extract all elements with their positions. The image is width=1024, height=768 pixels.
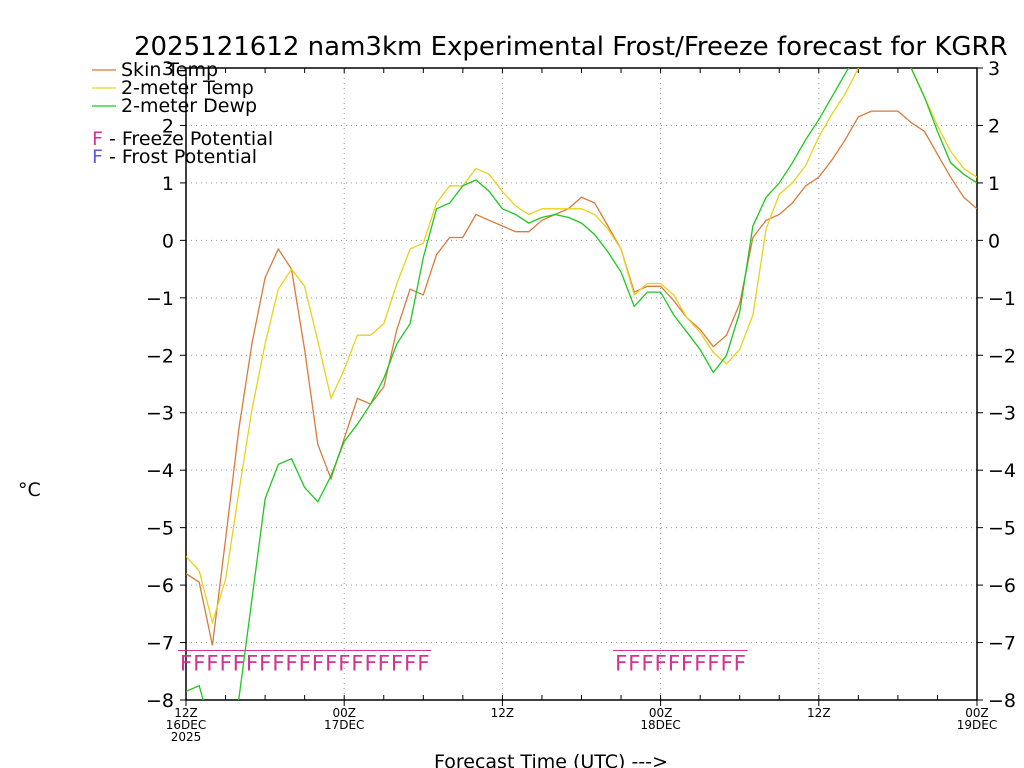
potential-letter: F: [92, 146, 103, 168]
freeze-marker: F: [654, 652, 667, 676]
series-line-2-meter-temp: [186, 68, 977, 625]
y-tick-label: −4: [146, 460, 174, 482]
freeze-marker: F: [628, 652, 641, 676]
freeze-marker: F: [720, 652, 733, 676]
freeze-marker: F: [641, 652, 654, 676]
axes: −8 −8 −7 −7 −6 −6 −5 −5 −4 −4 −3 −3 −2 −2 −1 −1 0 0 1 1 2 2 3 3…: [146, 58, 1016, 744]
y-tick-label: 0: [162, 230, 174, 252]
freeze-marker: F: [259, 652, 272, 676]
plot-frame: [185, 67, 978, 701]
y-tick-label-right: −6: [988, 575, 1016, 597]
series-line-skin-temp: [186, 110, 977, 646]
freeze-marker: F: [285, 652, 298, 676]
x-tick-label: 18DEC: [640, 718, 680, 732]
y-tick-label: 3: [162, 58, 174, 80]
freeze-marker: F: [219, 652, 232, 676]
potential-legend-item: F - Freeze Potential: [92, 128, 273, 150]
legend-label: 2-meter Dewp: [121, 95, 257, 117]
x-tick-label: 00Z: [965, 706, 989, 720]
y-tick-label: −2: [146, 345, 174, 367]
potential-legend-item: F - Frost Potential: [92, 146, 257, 168]
y-tick-label-right: −7: [988, 633, 1016, 655]
y-tick-label: 2: [162, 115, 174, 137]
freeze-marker: F: [404, 652, 417, 676]
x-tick-label: 19DEC: [957, 718, 997, 732]
freeze-marker: F: [694, 652, 707, 676]
freeze-marker: F: [733, 652, 746, 676]
legend-label: 2-meter Temp: [121, 77, 254, 99]
y-tick-label: −5: [146, 518, 174, 540]
freeze-marker: F: [364, 652, 377, 676]
y-tick-label-right: −8: [988, 690, 1016, 712]
potential-letter: F: [92, 128, 103, 150]
y-tick-label-right: 3: [988, 58, 1000, 80]
y-axis-label: °C: [18, 479, 41, 501]
freeze-marker: F: [351, 652, 364, 676]
legend-label: Skin Temp: [121, 59, 218, 81]
potential-text: - Frost Potential: [103, 146, 257, 168]
y-tick-label-right: −2: [988, 345, 1016, 367]
freeze-marker: F: [377, 652, 390, 676]
grid: [186, 68, 977, 700]
y-tick-label: −8: [146, 690, 174, 712]
y-tick-label-right: 0: [988, 230, 1000, 252]
x-tick-label: 12Z: [491, 706, 515, 720]
freeze-marker: F: [232, 652, 245, 676]
y-tick-label: −6: [146, 575, 174, 597]
freeze-marker: F: [338, 652, 351, 676]
x-tick-label: 2025: [171, 730, 202, 744]
freeze-marker: F: [615, 652, 628, 676]
y-tick-label-right: −3: [988, 403, 1016, 425]
x-tick-label: 00Z: [332, 706, 356, 720]
x-tick-label: 00Z: [649, 706, 673, 720]
y-tick-label-right: −4: [988, 460, 1016, 482]
y-tick-label: −1: [146, 288, 174, 310]
x-tick-label: 17DEC: [324, 718, 364, 732]
y-tick-label: 1: [162, 173, 174, 195]
freeze-marker: F: [681, 652, 694, 676]
freeze-marker: F: [707, 652, 720, 676]
freeze-marker: F: [325, 652, 338, 676]
series-lines: [186, 68, 977, 700]
y-tick-label-right: −1: [988, 288, 1016, 310]
freeze-marker: F: [298, 652, 311, 676]
y-tick-label-right: 1: [988, 173, 1000, 195]
freeze-marker: F: [193, 652, 206, 676]
freeze-marker: F: [667, 652, 680, 676]
y-tick-label-right: −5: [988, 518, 1016, 540]
freeze-marker: F: [391, 652, 404, 676]
freeze-marker: F: [272, 652, 285, 676]
chart-title: 2025121612 nam3km Experimental Frost/Fre…: [134, 32, 1008, 62]
freeze-marker: F: [417, 652, 430, 676]
freeze-marker: F: [206, 652, 219, 676]
x-tick-label: 16DEC: [166, 718, 206, 732]
freeze-marker: F: [180, 652, 193, 676]
y-tick-label: −3: [146, 403, 174, 425]
y-tick-label-right: 2: [988, 115, 1000, 137]
freeze-marker: F: [312, 652, 325, 676]
freeze-marker: F: [246, 652, 259, 676]
x-axis-label: Forecast Time (UTC) --->: [434, 751, 668, 768]
potential-text: - Freeze Potential: [103, 128, 273, 150]
x-tick-label: 12Z: [174, 706, 198, 720]
series-line-2-meter-dewp: [186, 68, 977, 700]
x-tick-label: 12Z: [807, 706, 831, 720]
y-tick-label: −7: [146, 633, 174, 655]
